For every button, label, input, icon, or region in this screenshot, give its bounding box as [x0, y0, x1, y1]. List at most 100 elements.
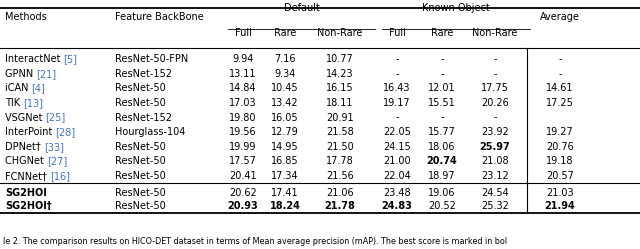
Text: -: - — [558, 54, 562, 64]
Text: -: - — [396, 69, 399, 79]
Text: 12.79: 12.79 — [271, 127, 299, 137]
Text: Non-Rare: Non-Rare — [472, 28, 518, 38]
Text: -: - — [396, 54, 399, 64]
Text: 17.75: 17.75 — [481, 83, 509, 93]
Text: 21.56: 21.56 — [326, 171, 354, 181]
Text: 17.03: 17.03 — [229, 98, 257, 108]
Text: 20.93: 20.93 — [228, 201, 259, 211]
Text: 19.17: 19.17 — [383, 98, 411, 108]
Text: 19.80: 19.80 — [229, 113, 257, 123]
Text: 16.05: 16.05 — [271, 113, 299, 123]
Text: 14.84: 14.84 — [229, 83, 257, 93]
Text: 20.57: 20.57 — [546, 171, 574, 181]
Text: 18.11: 18.11 — [326, 98, 354, 108]
Text: 15.77: 15.77 — [428, 127, 456, 137]
Text: [28]: [28] — [56, 127, 76, 137]
Text: Non-Rare: Non-Rare — [317, 28, 363, 38]
Text: 19.56: 19.56 — [229, 127, 257, 137]
Text: 12.01: 12.01 — [428, 83, 456, 93]
Text: ResNet-50: ResNet-50 — [115, 171, 166, 181]
Text: 17.25: 17.25 — [546, 98, 574, 108]
Text: ResNet-152: ResNet-152 — [115, 69, 172, 79]
Text: -: - — [440, 54, 444, 64]
Text: 17.78: 17.78 — [326, 156, 354, 166]
Text: [25]: [25] — [45, 113, 66, 123]
Text: 10.77: 10.77 — [326, 54, 354, 64]
Text: VSGNet: VSGNet — [5, 113, 45, 123]
Text: 17.57: 17.57 — [229, 156, 257, 166]
Text: 14.23: 14.23 — [326, 69, 354, 79]
Text: DPNet†: DPNet† — [5, 142, 44, 152]
Text: [4]: [4] — [31, 83, 45, 93]
Text: ResNet-50: ResNet-50 — [115, 188, 166, 198]
Text: 21.50: 21.50 — [326, 142, 354, 152]
Text: -: - — [493, 69, 497, 79]
Text: iCAN: iCAN — [5, 83, 31, 93]
Text: 13.42: 13.42 — [271, 98, 299, 108]
Text: 9.34: 9.34 — [275, 69, 296, 79]
Text: le 2. The comparison results on HICO-DET dataset in terms of Mean average precis: le 2. The comparison results on HICO-DET… — [3, 237, 507, 246]
Text: 14.61: 14.61 — [547, 83, 573, 93]
Text: 9.94: 9.94 — [232, 54, 253, 64]
Text: 21.03: 21.03 — [546, 188, 574, 198]
Text: Default: Default — [284, 3, 319, 13]
Text: CHGNet: CHGNet — [5, 156, 47, 166]
Text: 22.05: 22.05 — [383, 127, 411, 137]
Text: 21.00: 21.00 — [383, 156, 411, 166]
Text: 13.11: 13.11 — [229, 69, 257, 79]
Text: 20.26: 20.26 — [481, 98, 509, 108]
Text: 18.97: 18.97 — [428, 171, 456, 181]
Text: ResNet-50-FPN: ResNet-50-FPN — [115, 54, 188, 64]
Text: 16.85: 16.85 — [271, 156, 299, 166]
Text: 24.54: 24.54 — [481, 188, 509, 198]
Text: 17.41: 17.41 — [271, 188, 299, 198]
Text: FCNNet†: FCNNet† — [5, 171, 50, 181]
Text: 21.08: 21.08 — [481, 156, 509, 166]
Text: -: - — [396, 113, 399, 123]
Text: 25.32: 25.32 — [481, 201, 509, 211]
Text: 14.95: 14.95 — [271, 142, 299, 152]
Text: SG2HOI†: SG2HOI† — [5, 201, 52, 211]
Text: Full: Full — [235, 28, 252, 38]
Text: ResNet-50: ResNet-50 — [115, 142, 166, 152]
Text: [16]: [16] — [50, 171, 70, 181]
Text: 17.34: 17.34 — [271, 171, 299, 181]
Text: ResNet-50: ResNet-50 — [115, 201, 166, 211]
Text: 7.16: 7.16 — [275, 54, 296, 64]
Text: Hourglass-104: Hourglass-104 — [115, 127, 186, 137]
Text: [27]: [27] — [47, 156, 67, 166]
Text: ResNet-152: ResNet-152 — [115, 113, 172, 123]
Text: 19.06: 19.06 — [428, 188, 456, 198]
Text: 23.12: 23.12 — [481, 171, 509, 181]
Text: 19.27: 19.27 — [546, 127, 574, 137]
Text: Rare: Rare — [274, 28, 296, 38]
Text: InterPoint: InterPoint — [5, 127, 56, 137]
Text: ResNet-50: ResNet-50 — [115, 83, 166, 93]
Text: 21.94: 21.94 — [545, 201, 575, 211]
Text: 16.15: 16.15 — [326, 83, 354, 93]
Text: 16.43: 16.43 — [383, 83, 411, 93]
Text: 15.51: 15.51 — [428, 98, 456, 108]
Text: Feature BackBone: Feature BackBone — [115, 12, 204, 22]
Text: SG2HOI: SG2HOI — [5, 188, 47, 198]
Text: 19.99: 19.99 — [229, 142, 257, 152]
Text: 20.62: 20.62 — [229, 188, 257, 198]
Text: 19.18: 19.18 — [547, 156, 573, 166]
Text: InteractNet: InteractNet — [5, 54, 63, 64]
Text: Known Object: Known Object — [422, 3, 490, 13]
Text: 23.92: 23.92 — [481, 127, 509, 137]
Text: 23.48: 23.48 — [383, 188, 411, 198]
Text: Rare: Rare — [431, 28, 453, 38]
Text: 18.06: 18.06 — [428, 142, 456, 152]
Text: GPNN: GPNN — [5, 69, 36, 79]
Text: 20.52: 20.52 — [428, 201, 456, 211]
Text: -: - — [440, 113, 444, 123]
Text: 22.04: 22.04 — [383, 171, 411, 181]
Text: ResNet-50: ResNet-50 — [115, 156, 166, 166]
Text: 25.97: 25.97 — [479, 142, 510, 152]
Text: TIK: TIK — [5, 98, 23, 108]
Text: 20.41: 20.41 — [229, 171, 257, 181]
Text: 21.06: 21.06 — [326, 188, 354, 198]
Text: 24.15: 24.15 — [383, 142, 411, 152]
Text: 10.45: 10.45 — [271, 83, 299, 93]
